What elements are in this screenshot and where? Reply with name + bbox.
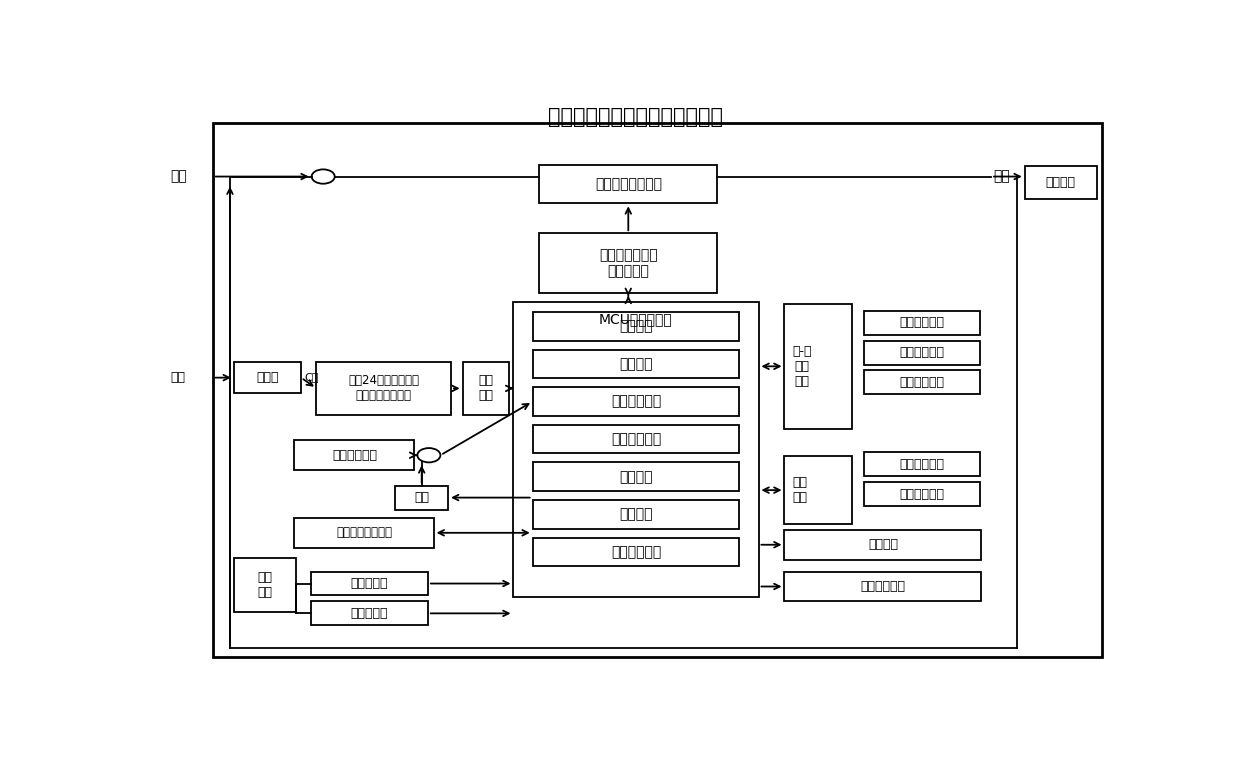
Bar xyxy=(533,388,739,416)
Text: 按钮键子电路: 按钮键子电路 xyxy=(899,458,945,470)
Text: 输出: 输出 xyxy=(993,170,1009,184)
Bar xyxy=(539,164,717,203)
Text: 比较模块: 比较模块 xyxy=(619,508,652,522)
Text: 拨动键子电路: 拨动键子电路 xyxy=(899,487,945,501)
Text: MCU主控制电路: MCU主控制电路 xyxy=(599,312,673,326)
Bar xyxy=(864,482,980,506)
Text: 存储模块: 存储模块 xyxy=(619,470,652,484)
Bar xyxy=(533,425,739,453)
Text: 市电: 市电 xyxy=(170,371,185,384)
Text: 背光屏子电路: 背光屏子电路 xyxy=(899,376,945,389)
Text: 开关: 开关 xyxy=(414,491,429,504)
Text: 交流24伏电源子电路
电池组电源子电路: 交流24伏电源子电路 电池组电源子电路 xyxy=(348,374,419,402)
Text: 晶振
电路: 晶振 电路 xyxy=(258,571,273,599)
Text: 按键
电路: 按键 电路 xyxy=(792,476,807,504)
Text: C线: C线 xyxy=(304,372,319,382)
Text: 采样保持模块: 采样保持模块 xyxy=(611,394,661,408)
Bar xyxy=(533,500,739,529)
Bar xyxy=(533,538,739,567)
Bar xyxy=(785,530,982,560)
Text: 电源
电路: 电源 电路 xyxy=(479,374,494,402)
Bar xyxy=(539,233,717,293)
Text: 主时钟电路: 主时钟电路 xyxy=(351,577,388,590)
Text: 控制输出接口电路: 控制输出接口电路 xyxy=(595,177,662,191)
Bar xyxy=(864,311,980,335)
Bar xyxy=(864,341,980,364)
Bar xyxy=(213,122,1101,657)
Bar xyxy=(785,572,982,601)
Text: 故障检测模块: 故障检测模块 xyxy=(611,545,661,559)
Bar xyxy=(294,518,434,548)
Bar xyxy=(316,361,451,415)
Bar xyxy=(234,362,301,393)
Bar xyxy=(864,453,980,476)
Text: 驱动模块: 驱动模块 xyxy=(619,357,652,371)
Text: 大液晶触摸式可编程温度控制器: 大液晶触摸式可编程温度控制器 xyxy=(548,107,723,127)
Bar xyxy=(234,559,296,612)
Bar xyxy=(311,601,428,625)
Bar xyxy=(533,350,739,378)
Bar xyxy=(311,572,428,595)
Bar xyxy=(533,312,739,341)
Text: 液晶屏子电路: 液晶屏子电路 xyxy=(899,346,945,359)
Bar xyxy=(1024,166,1096,198)
Text: 输入: 输入 xyxy=(170,170,187,184)
Text: 被控对象: 被控对象 xyxy=(1045,176,1076,189)
Text: 温度检测电路: 温度检测电路 xyxy=(332,449,377,462)
Bar xyxy=(864,370,980,394)
Text: 副时钟电路: 副时钟电路 xyxy=(351,607,388,620)
Bar xyxy=(294,440,414,470)
Bar xyxy=(463,361,508,415)
Text: 模数转换模块: 模数转换模块 xyxy=(611,432,661,446)
Bar xyxy=(533,463,739,491)
Bar xyxy=(513,302,759,598)
Text: 上下两块电路板
的连接电路: 上下两块电路板 的连接电路 xyxy=(599,248,657,278)
Text: 调试模块: 调试模块 xyxy=(619,319,652,333)
Bar xyxy=(396,486,448,509)
Text: 蜂鸣报警电路: 蜂鸣报警电路 xyxy=(861,580,905,593)
Text: 人-机
显示
电路: 人-机 显示 电路 xyxy=(792,345,812,388)
Text: 跳线电路: 跳线电路 xyxy=(868,539,898,551)
Text: 触摸屏子电路: 触摸屏子电路 xyxy=(899,316,945,329)
Text: 用户数据存储电路: 用户数据存储电路 xyxy=(336,526,392,539)
Bar xyxy=(785,456,852,525)
Text: 变压器: 变压器 xyxy=(257,371,279,384)
Bar xyxy=(785,304,852,429)
